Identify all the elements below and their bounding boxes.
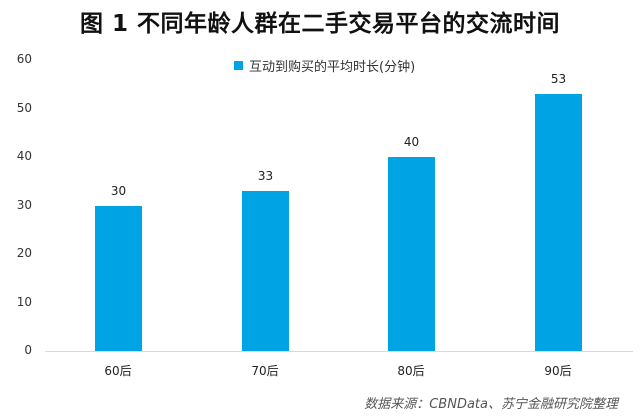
chart-title: 图 1 不同年龄人群在二手交易平台的交流时间 (79, 11, 561, 37)
y-tick-label: 40 (16, 149, 32, 163)
legend-label: 互动到购买的平均时长(分钟) (249, 60, 416, 75)
data-source-note: 数据来源：CBNData、苏宁金融研究院整理 (364, 397, 618, 412)
y-tick-label: 60 (16, 52, 32, 66)
bar-value-label: 40 (403, 135, 420, 149)
y-tick-label: 50 (16, 100, 32, 115)
x-tick-label: 90后 (544, 364, 572, 378)
bar (535, 93, 582, 351)
bar-value-label: 30 (110, 183, 127, 198)
y-tick-label: 0 (24, 343, 32, 357)
bar (242, 190, 289, 351)
chart-legend: 互动到购买的平均时长(分钟) (234, 56, 415, 75)
bar-value-label: 53 (550, 71, 567, 86)
bar-value-label: 33 (257, 168, 274, 183)
y-tick-label: 10 (16, 294, 32, 309)
x-axis-line (45, 351, 633, 352)
bar (95, 205, 142, 351)
x-tick-label: 70后 (251, 364, 279, 378)
y-tick-label: 20 (16, 246, 32, 260)
y-tick-label: 30 (16, 197, 32, 212)
bar (388, 157, 435, 351)
legend-swatch-icon (234, 61, 243, 70)
x-tick-label: 80后 (397, 364, 425, 378)
x-tick-label: 60后 (104, 364, 132, 378)
